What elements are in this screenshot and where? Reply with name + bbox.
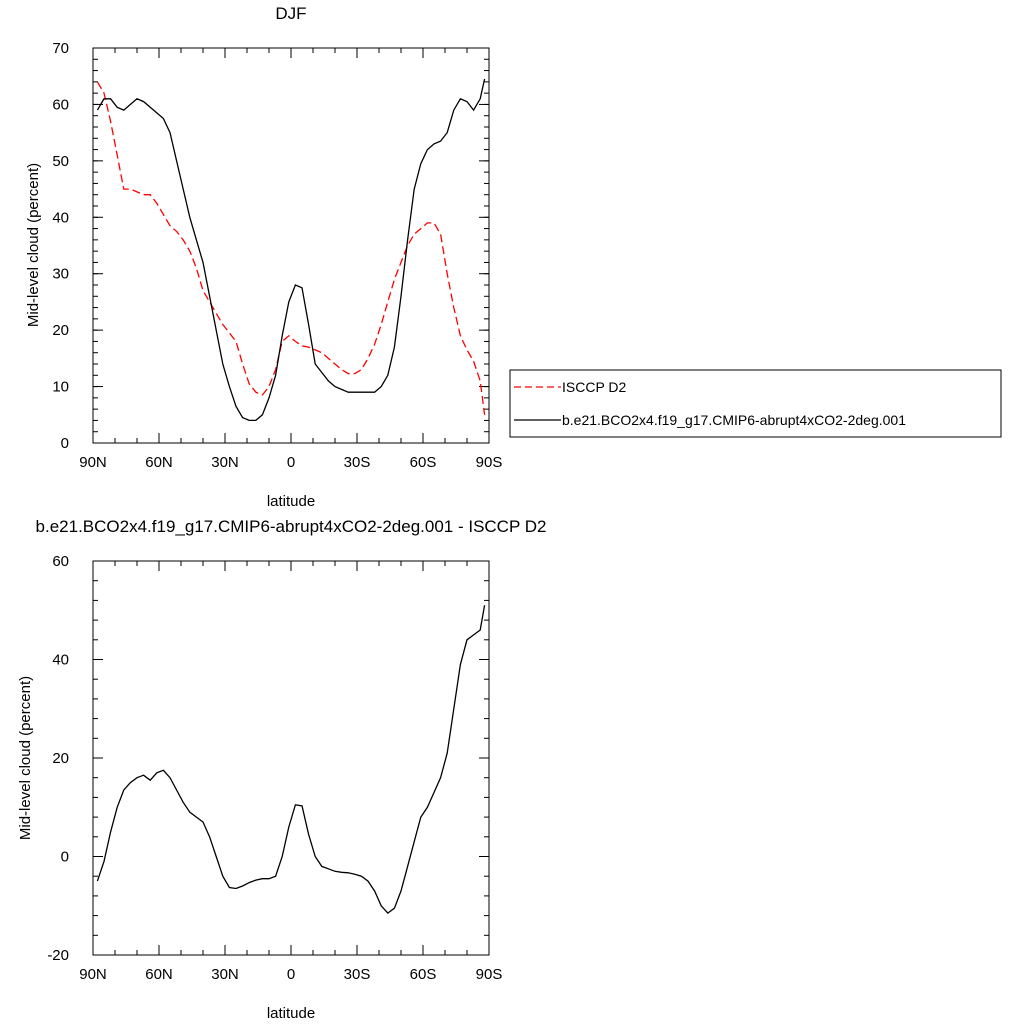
x-tick-label: 90S <box>476 454 503 471</box>
chart-title: DJF <box>275 4 306 23</box>
y-tick-label: 10 <box>52 379 69 396</box>
y-tick-label: 70 <box>52 40 69 57</box>
legend-label-model: b.e21.BCO2x4.f19_g17.CMIP6-abrupt4xCO2-2… <box>562 412 906 428</box>
x-axis-label: latitude <box>267 493 315 510</box>
plot-frame <box>92 47 490 444</box>
y-tick-label: 30 <box>52 266 69 283</box>
y-tick-label: 40 <box>52 652 69 669</box>
series-layer <box>96 78 486 422</box>
series-line-isccp-d2 <box>96 81 486 415</box>
series-layer <box>96 605 486 914</box>
x-tick-label: 0 <box>287 966 295 983</box>
x-tick-label: 90S <box>476 966 503 983</box>
x-axis-label: latitude <box>267 1005 315 1022</box>
legend-label-isccp-d2: ISCCP D2 <box>562 379 627 395</box>
y-tick-label: -20 <box>47 947 69 964</box>
legend-box <box>509 369 1002 438</box>
y-tick-label: 50 <box>52 153 69 170</box>
x-tick-label: 60S <box>410 454 437 471</box>
chart-title: b.e21.BCO2x4.f19_g17.CMIP6-abrupt4xCO2-2… <box>36 517 547 536</box>
y-axis-label: Mid-level cloud (percent) <box>25 163 42 327</box>
series-line-model <box>96 78 486 422</box>
chart-difference: b.e21.BCO2x4.f19_g17.CMIP6-abrupt4xCO2-2… <box>17 517 546 1022</box>
tick-group: 90N 60N 30N 0 30S 60S 90S -20 0 20 40 60 <box>47 553 502 983</box>
y-axis-label: Mid-level cloud (percent) <box>17 676 34 840</box>
y-tick-label: 60 <box>52 96 69 113</box>
x-tick-label: 0 <box>287 454 295 471</box>
y-tick-label: 20 <box>52 750 69 767</box>
x-tick-label: 90N <box>79 966 107 983</box>
y-tick-label: 20 <box>52 322 69 339</box>
tick-group: 90N 60N 30N 0 30S 60S 90S 0 10 20 30 40 50 60 70 <box>52 40 502 471</box>
y-tick-label: 60 <box>52 553 69 570</box>
x-tick-label: 30S <box>344 454 371 471</box>
y-tick-label: 40 <box>52 209 69 226</box>
series-line-model <box>96 605 486 914</box>
x-tick-label: 60N <box>145 966 173 983</box>
x-tick-label: 90N <box>79 454 107 471</box>
legend: ISCCP D2 b.e21.BCO2x4.f19_g17.CMIP6-abru… <box>509 369 1002 438</box>
x-tick-label: 60S <box>410 966 437 983</box>
x-tick-label: 30S <box>344 966 371 983</box>
plot-frame <box>92 560 490 956</box>
y-tick-label: 0 <box>61 849 69 866</box>
chart-djf: DJF Mid-level cloud (percent) latitude 9… <box>25 4 502 510</box>
x-tick-label: 30N <box>211 454 239 471</box>
x-tick-label: 30N <box>211 966 239 983</box>
x-tick-label: 60N <box>145 454 173 471</box>
y-tick-label: 0 <box>61 435 69 452</box>
